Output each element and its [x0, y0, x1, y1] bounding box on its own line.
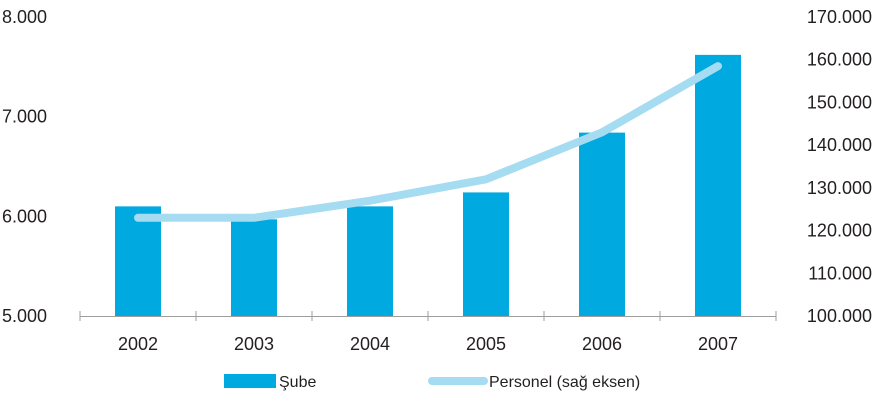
right-tick-label: 170.000 [807, 7, 872, 27]
bar [347, 206, 393, 316]
x-tick-label: 2002 [118, 334, 158, 354]
right-tick-label: 110.000 [808, 263, 872, 283]
right-tick-label: 120.000 [807, 221, 872, 241]
bar-series-sube [115, 54, 741, 317]
line-series-personel [134, 62, 722, 222]
legend: Şube Personel (sağ eksen) [224, 374, 640, 391]
x-tick-label: 2004 [350, 334, 390, 354]
right-tick-label: 140.000 [807, 135, 872, 155]
x-tick-label: 2003 [234, 334, 274, 354]
x-tick-label: 2006 [582, 334, 622, 354]
left-tick-label: 7.000 [2, 107, 47, 127]
left-axis: 5.000 6.000 7.000 8.000 [2, 7, 47, 326]
bar [115, 206, 161, 316]
left-tick-label: 5.000 [2, 306, 47, 326]
bar [463, 192, 509, 316]
bar [579, 132, 625, 316]
legend-label-sube: Şube [279, 374, 316, 391]
x-tick-label: 2005 [466, 334, 506, 354]
bar [695, 54, 741, 317]
left-tick-label: 6.000 [2, 206, 47, 226]
x-tick-label: 2007 [698, 334, 738, 354]
x-axis: 2002 2003 2004 2005 2006 2007 [79, 311, 777, 354]
right-tick-label: 150.000 [807, 92, 872, 112]
right-tick-label: 100.000 [807, 306, 872, 326]
legend-swatch-sube [224, 374, 276, 388]
right-tick-label: 160.000 [807, 50, 872, 70]
right-tick-label: 130.000 [807, 178, 872, 198]
legend-label-personel: Personel (sağ eksen) [489, 374, 640, 391]
bar [231, 219, 277, 316]
left-tick-label: 8.000 [2, 7, 47, 27]
right-axis: 100.000 110.000 120.000 130.000 140.000 150.0… [807, 7, 872, 326]
